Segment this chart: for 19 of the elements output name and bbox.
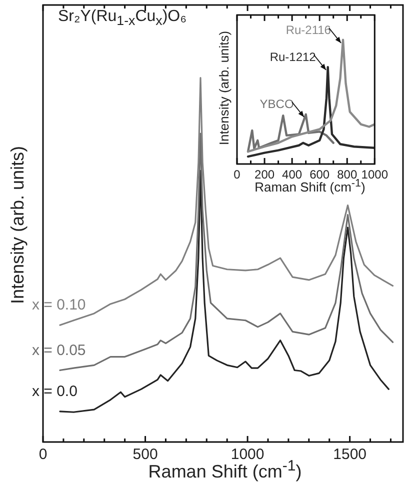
- series-label: x = 0.05: [32, 342, 86, 359]
- series-label: x = 0.0: [32, 383, 78, 400]
- y-axis-title: Intensity (arb. units): [216, 30, 232, 146]
- x-tick-label: 600: [310, 168, 330, 182]
- x-tick-label: 0: [234, 168, 241, 182]
- series-label: Ru-1212: [270, 50, 316, 64]
- x-tick-label: 1500: [333, 446, 367, 464]
- x-tick-label: 0: [38, 446, 48, 464]
- y-axis-title: Intensity (arb. units): [8, 146, 28, 304]
- x-tick-label: 500: [132, 446, 158, 464]
- series-label: YBCO: [260, 97, 294, 112]
- chart-title: Sr₂Y(Ru$_{1-x}$Cu$_{x}$)O₆: [58, 8, 187, 28]
- x-tick-label: 1000: [361, 168, 388, 182]
- x-tick-label: 400: [282, 168, 302, 182]
- x-tick-label: 200: [254, 168, 275, 182]
- x-tick-label: 800: [337, 168, 358, 182]
- series-label: Ru-2116: [286, 22, 331, 37]
- x-tick-label: 1000: [230, 446, 264, 464]
- series-label: x = 0.10: [32, 296, 86, 314]
